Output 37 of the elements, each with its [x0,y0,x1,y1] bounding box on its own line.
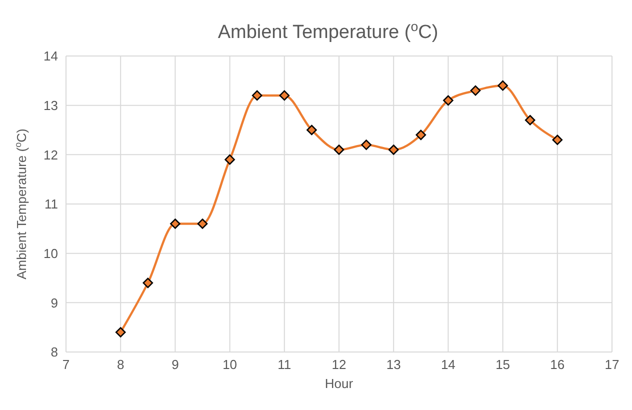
y-tick-label: 13 [44,98,58,113]
point [224,154,235,165]
x-tick-label: 8 [116,357,124,372]
point [552,134,563,146]
x-axis-title: Hour [324,376,354,391]
y-tick-label: 8 [50,344,58,360]
point [498,80,508,91]
point [279,90,290,101]
point [443,95,454,106]
y-tick-label: 11 [44,196,58,212]
chart-title: Ambient Temperature ($^{o}$C) [218,18,438,43]
point [115,327,126,338]
point [306,124,317,136]
x-tick-label: 16 [550,357,565,372]
x-tick-label: 15 [496,357,510,372]
point [334,144,344,155]
point [470,85,481,96]
y-tick-label: 14 [44,48,58,64]
point [388,144,399,155]
x-tick-label: 11 [278,357,292,372]
x-tick-label: 10 [222,357,238,372]
point [361,140,372,150]
x-tick-label: 13 [386,357,401,372]
point [524,114,536,126]
x-tick-label: 14 [440,357,456,372]
y-tick-label: 10 [44,246,58,261]
x-tick-label: 17 [604,357,620,372]
point [197,218,208,229]
point [170,218,180,229]
point [416,130,426,140]
y-tick-label: 9 [50,295,58,310]
point [142,278,154,288]
x-tick-label: 7 [62,357,70,372]
y-tick-label: 12 [44,147,58,162]
x-tick-label: 12 [332,357,346,372]
point [252,90,262,101]
x-tick-label: 9 [172,357,179,372]
